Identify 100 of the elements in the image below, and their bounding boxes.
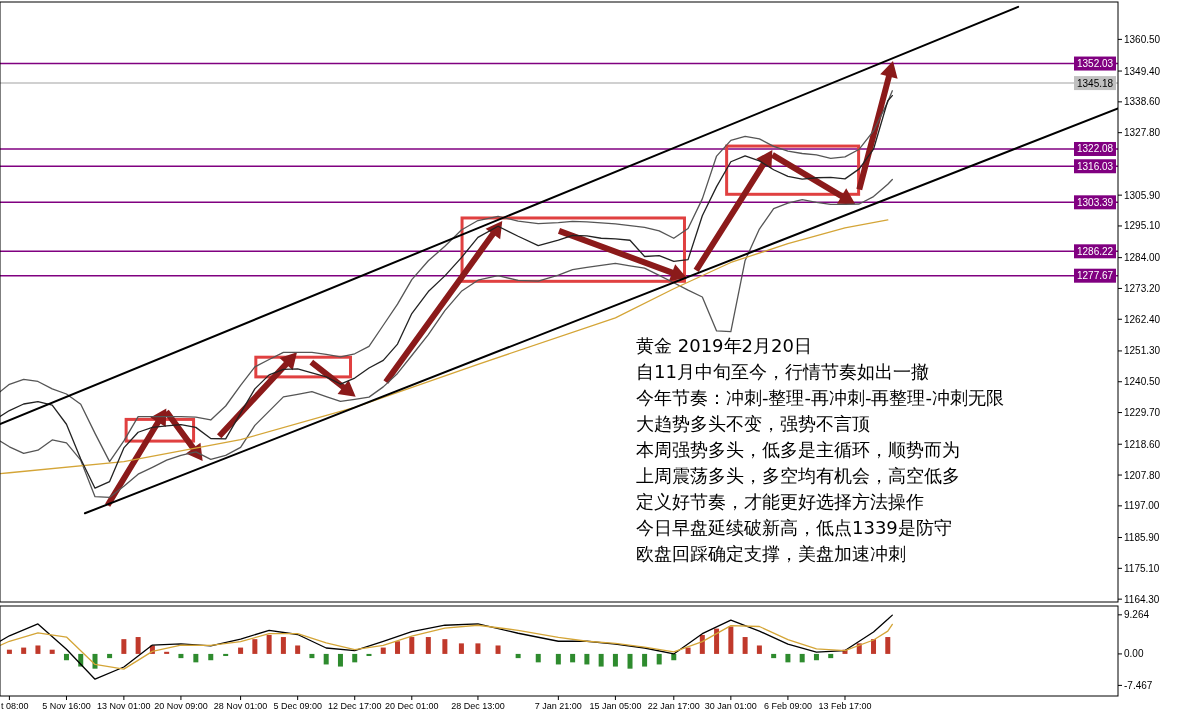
ref-line-label: 1352.03 xyxy=(1077,58,1114,70)
ref-line-label: 1286.22 xyxy=(1077,245,1114,257)
bar xyxy=(871,639,877,654)
y-tick-label: 1251.30 xyxy=(1124,345,1161,357)
y-tick-label: 1218.60 xyxy=(1124,438,1161,450)
annotation: 欧盘回踩确定支撑，美盘加速冲刺 xyxy=(636,543,906,564)
y-tick-label: 1305.90 xyxy=(1124,189,1161,201)
bar xyxy=(656,653,662,665)
bar xyxy=(252,639,258,654)
ref-line-label: 1345.18 xyxy=(1077,77,1114,89)
x-tick-label: 28 Nov 01:00 xyxy=(213,701,268,711)
x-tick-label: 20 Nov 09:00 xyxy=(154,701,208,711)
y-tick-label: 1295.10 xyxy=(1124,220,1161,232)
annotation: 大趋势多头不变，强势不言顶 xyxy=(636,413,870,434)
y-tick-label: 0.00 xyxy=(1124,648,1144,660)
annotation: 自11月中旬至今，行情节奏如出一撤 xyxy=(636,361,929,382)
bar xyxy=(35,645,41,654)
bar xyxy=(49,649,55,654)
annotation: 今年节奏：冲刺-整理-再冲刺-再整理-冲刺无限 xyxy=(636,387,1004,408)
bar xyxy=(458,643,464,654)
x-tick-label: 28 Dec 13:00 xyxy=(451,701,505,711)
bar xyxy=(535,653,541,663)
bar xyxy=(380,647,386,654)
y-tick-label: 9.264 xyxy=(1124,609,1150,621)
bar xyxy=(714,628,720,654)
y-tick-label: 1164.30 xyxy=(1124,593,1160,605)
bar xyxy=(728,626,734,654)
y-tick-label: 1229.70 xyxy=(1124,407,1161,419)
bar xyxy=(598,653,604,667)
line-series xyxy=(0,623,893,670)
bar xyxy=(442,639,448,654)
annotation: 定义好节奏，才能更好选择方法操作 xyxy=(636,491,924,512)
ref-line-label: 1316.03 xyxy=(1077,160,1114,172)
bar xyxy=(584,653,590,665)
y-tick-label: 1185.90 xyxy=(1124,532,1160,544)
x-tick-label: 20 Dec 01:00 xyxy=(385,701,439,711)
y-tick-label: 1349.40 xyxy=(1124,65,1161,77)
bar xyxy=(425,637,431,654)
bar xyxy=(366,653,372,657)
bar xyxy=(266,634,272,654)
bar xyxy=(178,653,184,659)
bar xyxy=(6,649,12,654)
bar xyxy=(63,653,69,661)
x-tick-label: 22 Jan 17:00 xyxy=(647,701,700,711)
bar xyxy=(21,647,27,654)
annotation: 今日早盘延续破新高，低点1339是防守 xyxy=(636,517,952,538)
ref-line-label: 1322.08 xyxy=(1077,143,1114,155)
y-tick-label: 1262.40 xyxy=(1124,313,1161,325)
bar xyxy=(813,653,819,661)
ref-line-label: 1303.39 xyxy=(1077,196,1114,208)
bar xyxy=(121,639,127,654)
bar xyxy=(699,634,705,654)
y-tick-label: 1175.10 xyxy=(1124,562,1160,574)
bar xyxy=(742,637,748,654)
y-tick-label: 1327.80 xyxy=(1124,127,1161,139)
x-tick-label: 5 Nov 16:00 xyxy=(42,701,91,711)
x-tick-label: 13 Feb 17:00 xyxy=(818,701,872,711)
bar xyxy=(685,647,691,654)
y-tick-label: 1360.50 xyxy=(1124,33,1161,45)
x-tick-label: 15 Jan 05:00 xyxy=(589,701,642,711)
annotation: 黄金 2019年2月20日 xyxy=(636,335,812,356)
bar xyxy=(295,645,301,654)
y-tick-label: 1273.20 xyxy=(1124,282,1161,294)
y-tick-label: -7.467 xyxy=(1124,679,1153,691)
y-tick-label: 1338.60 xyxy=(1124,96,1161,108)
ref-line-label: 1277.67 xyxy=(1077,270,1114,282)
bar xyxy=(193,653,199,663)
bar xyxy=(495,645,501,654)
y-tick-label: 1284.00 xyxy=(1124,252,1161,264)
bar xyxy=(642,653,648,667)
y-tick-label: 1240.50 xyxy=(1124,376,1161,388)
bar xyxy=(309,653,315,659)
bar xyxy=(352,653,358,663)
bar xyxy=(135,637,141,654)
annotation: 上周震荡多头，多空均有机会，高空低多 xyxy=(636,465,960,486)
x-tick-label: 7 Jan 21:00 xyxy=(534,701,582,711)
bar xyxy=(475,643,481,654)
y-tick-label: 1197.00 xyxy=(1124,500,1160,512)
x-tick-label: t 08:00 xyxy=(1,701,29,711)
bar xyxy=(409,637,415,654)
bar xyxy=(570,653,576,663)
bar xyxy=(395,641,401,654)
annotation: 本周强势多头，低多是主循环，顺势而为 xyxy=(636,439,960,460)
bar xyxy=(323,653,329,665)
x-tick-label: 30 Jan 01:00 xyxy=(704,701,757,711)
bar xyxy=(785,653,791,663)
bar xyxy=(885,637,891,654)
bar xyxy=(238,647,244,654)
bar xyxy=(671,653,677,661)
x-tick-label: 6 Feb 09:00 xyxy=(763,701,812,711)
bar xyxy=(555,653,561,665)
bar xyxy=(515,653,521,659)
bar xyxy=(771,653,777,659)
bar xyxy=(107,653,113,659)
y-tick-label: 1207.80 xyxy=(1124,469,1161,481)
bar xyxy=(799,653,805,663)
x-tick-label: 12 Dec 17:00 xyxy=(327,701,382,711)
bar xyxy=(223,653,229,657)
x-tick-label: 13 Nov 01:00 xyxy=(97,701,151,711)
bar xyxy=(627,653,633,669)
